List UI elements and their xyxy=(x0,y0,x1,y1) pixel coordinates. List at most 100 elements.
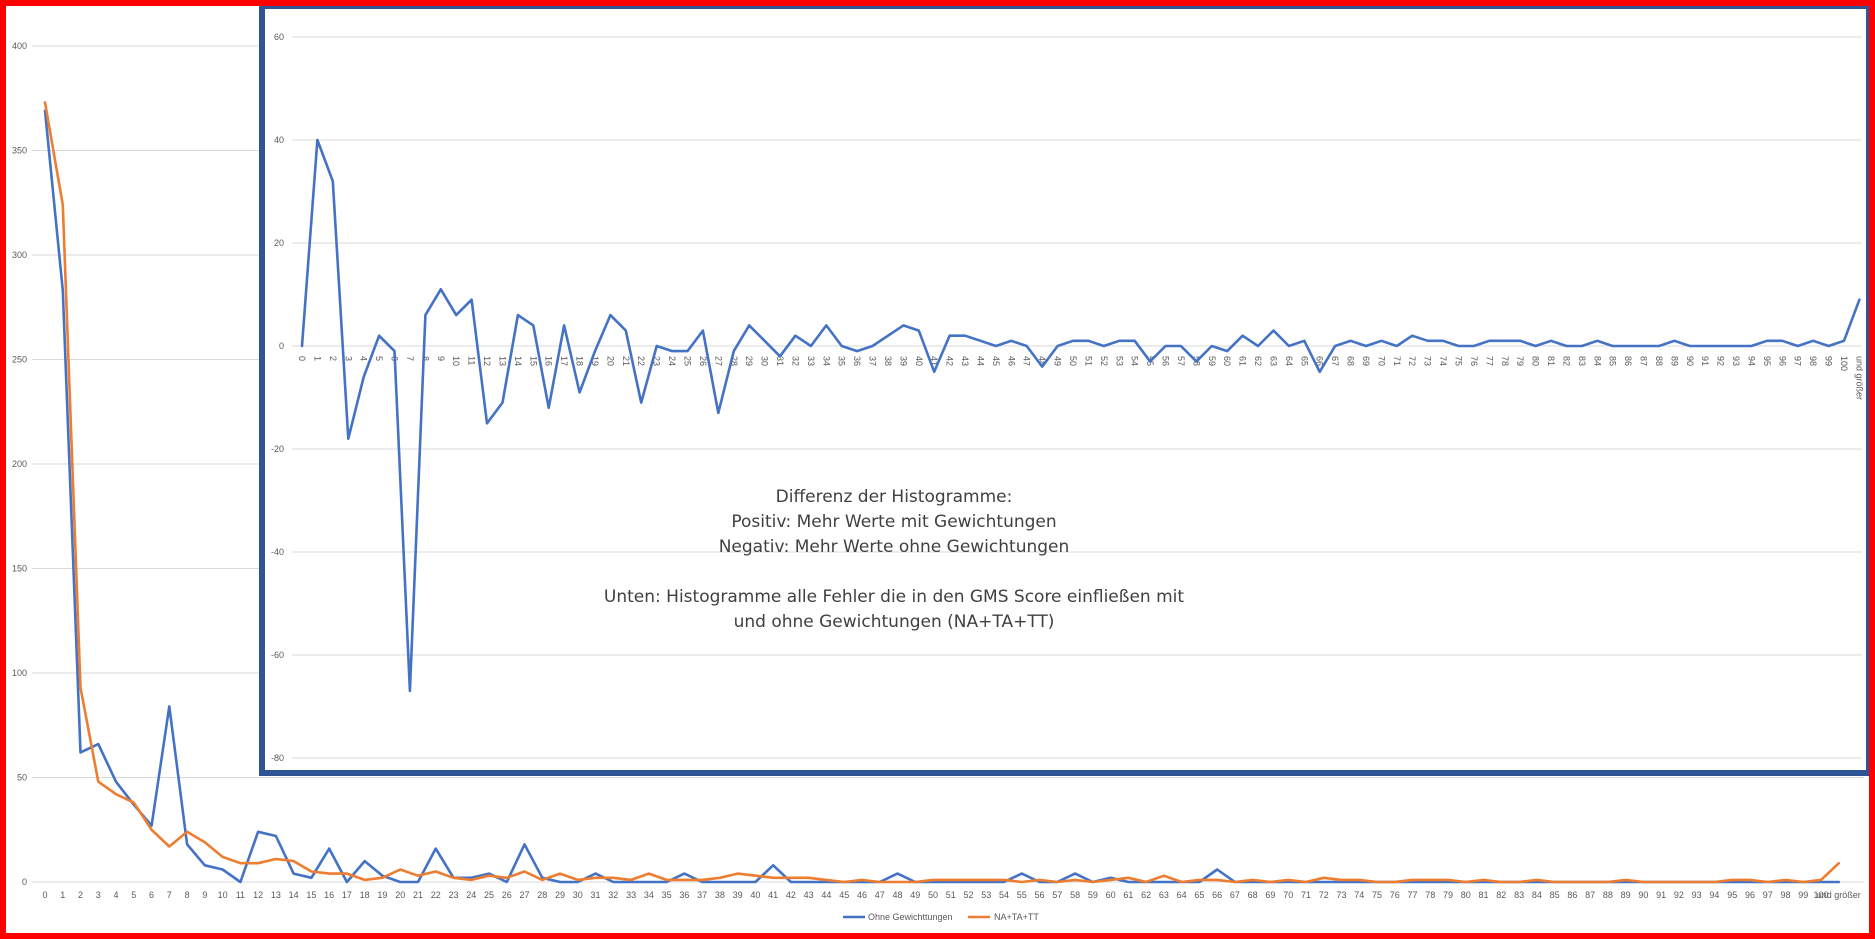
legend-label-series-2: NA+TA+TT xyxy=(994,912,1039,922)
inset-x-tick-label: 12 xyxy=(482,356,492,366)
inset-x-tick-label: 57 xyxy=(1176,356,1186,366)
main-x-tick-label: 100 xyxy=(1813,890,1828,900)
inset-x-tick-label: 80 xyxy=(1531,356,1541,366)
main-series-line-2 xyxy=(43,101,1841,884)
main-x-tick-label: 88 xyxy=(1603,890,1613,900)
main-x-tick-label: 20 xyxy=(395,890,405,900)
inset-x-tick-label: 71 xyxy=(1392,356,1402,366)
main-x-tick-label: 11 xyxy=(236,890,245,900)
inset-x-tick-label: 0 xyxy=(297,356,307,361)
main-y-tick-label: 50 xyxy=(17,773,27,783)
main-x-tick-label: 72 xyxy=(1319,890,1329,900)
main-x-tick-label: 27 xyxy=(520,890,530,900)
main-x-tick-label: 60 xyxy=(1106,890,1116,900)
main-x-tick-label: 96 xyxy=(1745,890,1755,900)
main-x-tick-label: 57 xyxy=(1052,890,1062,900)
inset-x-tick-label: 27 xyxy=(713,356,723,366)
inset-x-tick-label: 24 xyxy=(667,356,677,366)
main-x-tick-label: 24 xyxy=(466,890,476,900)
inset-x-tick-label: 97 xyxy=(1793,356,1803,366)
main-x-tick-label: 7 xyxy=(167,890,172,900)
inset-x-tick-label: 7 xyxy=(405,356,415,361)
main-x-tick-label: 16 xyxy=(324,890,334,900)
inset-x-tick-label: 51 xyxy=(1083,356,1093,366)
main-x-tick-label: 87 xyxy=(1585,890,1595,900)
main-x-tick-label: 91 xyxy=(1656,890,1666,900)
inset-x-tick-label: 63 xyxy=(1268,356,1278,366)
inset-x-tick-label: 85 xyxy=(1608,356,1618,366)
inset-x-tick-label: 92 xyxy=(1716,356,1726,366)
main-x-tick-label: 64 xyxy=(1177,890,1187,900)
inset-x-tick-label: 45 xyxy=(991,356,1001,366)
inset-x-tick-label: 31 xyxy=(775,356,785,366)
main-x-tick-label: 3 xyxy=(96,890,101,900)
main-x-tick-label: 82 xyxy=(1496,890,1506,900)
inset-x-tick-label: 15 xyxy=(528,356,538,366)
main-x-tick-label: 39 xyxy=(733,890,743,900)
main-y-tick-labels: 0 50 100 150 200 250 300 350 400 xyxy=(12,41,27,887)
inset-x-tick-label: 96 xyxy=(1777,356,1787,366)
inset-x-tick-label: 39 xyxy=(898,356,908,366)
main-x-tick-label: 40 xyxy=(750,890,760,900)
inset-x-tick-label: 88 xyxy=(1654,356,1664,366)
main-x-tick-label: 10 xyxy=(218,890,228,900)
inset-x-tick-label: 30 xyxy=(760,356,770,366)
inset-x-tick-label: 25 xyxy=(683,356,693,366)
inset-y-tick-label: 40 xyxy=(274,135,284,145)
annotation-line-2: Positiv: Mehr Werte mit Gewichtungen xyxy=(731,512,1056,532)
inset-x-tick-label: 36 xyxy=(852,356,862,366)
inset-series-line xyxy=(300,138,1861,693)
main-x-tick-label: 41 xyxy=(768,890,778,900)
main-x-tick-label: 61 xyxy=(1123,890,1133,900)
inset-x-tick-label: 77 xyxy=(1484,356,1494,366)
inset-x-tick-label: 5 xyxy=(374,356,384,361)
inset-x-tick-label: 3 xyxy=(343,356,353,361)
inset-x-tick-label: 84 xyxy=(1592,356,1602,366)
inset-x-tick-label: 95 xyxy=(1762,356,1772,366)
main-x-tick-label: 19 xyxy=(377,890,387,900)
main-x-tick-label: 73 xyxy=(1336,890,1346,900)
inset-x-tick-label: 33 xyxy=(806,356,816,366)
main-y-tick-label: 400 xyxy=(12,41,27,51)
inset-x-tick-label: 94 xyxy=(1746,356,1756,366)
inset-x-tick-label: 79 xyxy=(1515,356,1525,366)
inset-x-tick-label: 74 xyxy=(1438,356,1448,366)
main-series-lines xyxy=(43,101,1841,884)
legend: Ohne Gewichttungen NA+TA+TT xyxy=(843,912,1039,922)
inset-x-tick-label: 90 xyxy=(1685,356,1695,366)
main-x-tick-label: 35 xyxy=(662,890,672,900)
main-x-tick-label: 0 xyxy=(42,890,47,900)
inset-y-tick-label: -40 xyxy=(271,547,284,557)
main-x-tick-label: 49 xyxy=(910,890,920,900)
main-x-tick-label: 56 xyxy=(1035,890,1045,900)
inset-x-tick-label: 13 xyxy=(497,356,507,366)
inset-x-tick-label: 29 xyxy=(744,356,754,366)
main-x-tick-label: 84 xyxy=(1532,890,1542,900)
main-x-tick-label: 23 xyxy=(448,890,458,900)
inset-series-line-1 xyxy=(300,138,1861,693)
main-x-tick-label: 13 xyxy=(271,890,281,900)
main-x-tick-label: 74 xyxy=(1354,890,1364,900)
inset-x-tick-label: 16 xyxy=(544,356,554,366)
inset-x-tick-label: 4 xyxy=(359,356,369,361)
main-x-tick-label: 6 xyxy=(149,890,154,900)
inset-x-tick-label: 21 xyxy=(621,356,631,366)
main-x-tick-label: 36 xyxy=(679,890,689,900)
main-x-tick-label: 68 xyxy=(1248,890,1258,900)
main-x-tick-label: 63 xyxy=(1159,890,1169,900)
inset-x-tick-label: 42 xyxy=(945,356,955,366)
main-x-tick-label: 17 xyxy=(342,890,352,900)
main-x-tick-label: 50 xyxy=(928,890,938,900)
inset-x-tick-label: 1 xyxy=(312,356,322,361)
main-x-tick-label: 9 xyxy=(202,890,207,900)
inset-x-tick-label: 52 xyxy=(1099,356,1109,366)
inset-x-tick-label: 50 xyxy=(1068,356,1078,366)
main-y-tick-label: 150 xyxy=(12,564,27,574)
inset-y-tick-label: 0 xyxy=(279,341,284,351)
inset-x-tick-label: 44 xyxy=(975,356,985,366)
inset-x-tick-label: 60 xyxy=(1222,356,1232,366)
main-x-tick-label: 25 xyxy=(484,890,494,900)
inset-x-tick-label: 98 xyxy=(1808,356,1818,366)
main-x-tick-label: 90 xyxy=(1638,890,1648,900)
main-x-tick-label: 80 xyxy=(1461,890,1471,900)
